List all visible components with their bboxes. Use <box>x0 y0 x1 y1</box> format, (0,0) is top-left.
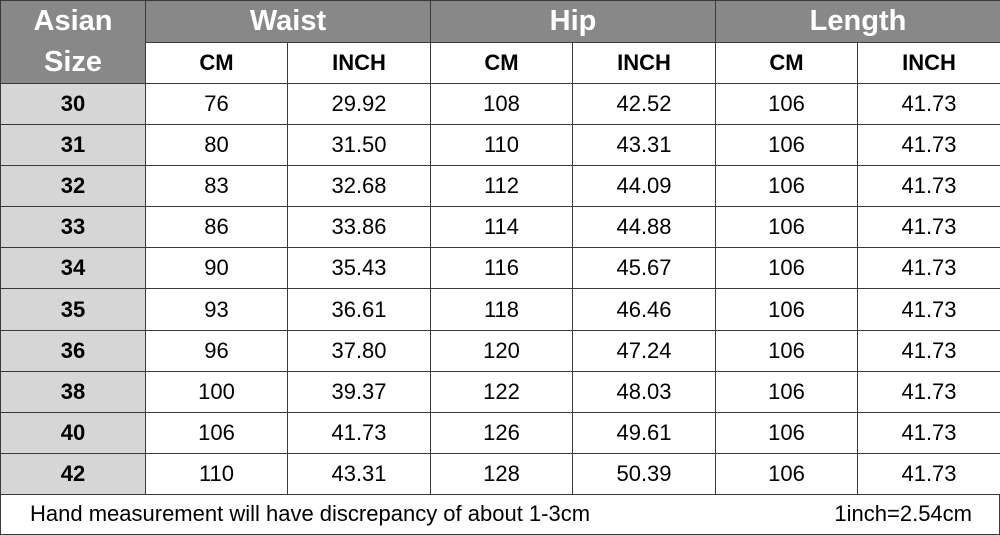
unit-conversion: 1inch=2.54cm <box>834 501 972 526</box>
table-row: 40 106 41.73 126 49.61 106 41.73 <box>0 411 1000 454</box>
value-cell: 80 <box>145 124 288 167</box>
value-cell: 43.31 <box>572 124 716 167</box>
table-row: 38 100 39.37 122 48.03 106 41.73 <box>0 370 1000 413</box>
table-row: 30 76 29.92 108 42.52 106 41.73 <box>0 82 1000 126</box>
value-cell: 106 <box>145 411 288 454</box>
size-cell: 36 <box>0 329 146 372</box>
value-cell: 49.61 <box>572 411 716 454</box>
value-cell: 128 <box>430 452 573 496</box>
size-cell: 31 <box>0 124 146 167</box>
value-cell: 44.88 <box>572 206 716 249</box>
value-cell: 39.37 <box>287 370 431 413</box>
value-cell: 48.03 <box>572 370 716 413</box>
value-cell: 76 <box>145 82 288 126</box>
table-row: 42 110 43.31 128 50.39 106 41.73 <box>0 452 1000 496</box>
value-cell: 106 <box>715 370 858 413</box>
value-cell: 120 <box>430 329 573 372</box>
value-cell: 110 <box>145 452 288 496</box>
value-cell: 41.73 <box>857 165 1000 208</box>
value-cell: 106 <box>715 206 858 249</box>
footer-bar: Hand measurement will have discrepancy o… <box>0 494 1000 535</box>
unit-header: INCH <box>857 41 1000 84</box>
value-cell: 106 <box>715 329 858 372</box>
table-row: 34 90 35.43 116 45.67 106 41.73 <box>0 247 1000 290</box>
value-cell: 106 <box>715 82 858 126</box>
value-cell: 41.73 <box>857 411 1000 454</box>
value-cell: 106 <box>715 247 858 290</box>
value-cell: 33.86 <box>287 206 431 249</box>
value-cell: 106 <box>715 288 858 331</box>
table-row: 31 80 31.50 110 43.31 106 41.73 <box>0 124 1000 167</box>
value-cell: 96 <box>145 329 288 372</box>
unit-header: CM <box>430 41 573 84</box>
value-cell: 114 <box>430 206 573 249</box>
value-cell: 106 <box>715 124 858 167</box>
value-cell: 46.46 <box>572 288 716 331</box>
value-cell: 44.09 <box>572 165 716 208</box>
value-cell: 45.67 <box>572 247 716 290</box>
value-cell: 35.43 <box>287 247 431 290</box>
value-cell: 106 <box>715 165 858 208</box>
value-cell: 106 <box>715 411 858 454</box>
value-cell: 106 <box>715 452 858 496</box>
size-cell: 33 <box>0 206 146 249</box>
value-cell: 31.50 <box>287 124 431 167</box>
table-body: 30 76 29.92 108 42.52 106 41.73 31 80 31.50 110 43.… <box>0 82 1000 496</box>
value-cell: 41.73 <box>857 329 1000 372</box>
value-cell: 41.73 <box>857 452 1000 496</box>
value-cell: 41.73 <box>857 206 1000 249</box>
hip-header: Hip <box>430 0 716 43</box>
value-cell: 86 <box>145 206 288 249</box>
value-cell: 83 <box>145 165 288 208</box>
unit-header: CM <box>715 41 858 84</box>
size-cell: 30 <box>0 82 146 126</box>
table-row: 32 83 32.68 112 44.09 106 41.73 <box>0 165 1000 208</box>
value-cell: 108 <box>430 82 573 126</box>
value-cell: 29.92 <box>287 82 431 126</box>
unit-header: CM <box>145 41 288 84</box>
value-cell: 100 <box>145 370 288 413</box>
size-cell: 34 <box>0 247 146 290</box>
value-cell: 43.31 <box>287 452 431 496</box>
measurement-note: Hand measurement will have discrepancy o… <box>30 501 591 526</box>
size-cell: 40 <box>0 411 146 454</box>
value-cell: 42.52 <box>572 82 716 126</box>
value-cell: 41.73 <box>857 370 1000 413</box>
value-cell: 47.24 <box>572 329 716 372</box>
value-cell: 32.68 <box>287 165 431 208</box>
size-table: Asian Size Waist Hip Length CM INCH CM I… <box>0 0 1000 496</box>
value-cell: 41.73 <box>857 247 1000 290</box>
table-row: 33 86 33.86 114 44.88 106 41.73 <box>0 206 1000 249</box>
value-cell: 41.73 <box>857 288 1000 331</box>
value-cell: 110 <box>430 124 573 167</box>
waist-header: Waist <box>145 0 431 43</box>
value-cell: 116 <box>430 247 573 290</box>
size-cell: 38 <box>0 370 146 413</box>
value-cell: 36.61 <box>287 288 431 331</box>
value-cell: 122 <box>430 370 573 413</box>
value-cell: 118 <box>430 288 573 331</box>
value-cell: 50.39 <box>572 452 716 496</box>
table-row: 36 96 37.80 120 47.24 106 41.73 <box>0 329 1000 372</box>
size-cell: 32 <box>0 165 146 208</box>
value-cell: 112 <box>430 165 573 208</box>
value-cell: 93 <box>145 288 288 331</box>
value-cell: 90 <box>145 247 288 290</box>
value-cell: 41.73 <box>287 411 431 454</box>
unit-header: INCH <box>287 41 431 84</box>
value-cell: 41.73 <box>857 82 1000 126</box>
size-column-header: Asian Size <box>0 0 146 84</box>
length-header: Length <box>715 0 1000 43</box>
size-cell: 35 <box>0 288 146 331</box>
size-cell: 42 <box>0 452 146 496</box>
table-row: 35 93 36.61 118 46.46 106 41.73 <box>0 288 1000 331</box>
value-cell: 126 <box>430 411 573 454</box>
value-cell: 41.73 <box>857 124 1000 167</box>
unit-header: INCH <box>572 41 716 84</box>
value-cell: 37.80 <box>287 329 431 372</box>
